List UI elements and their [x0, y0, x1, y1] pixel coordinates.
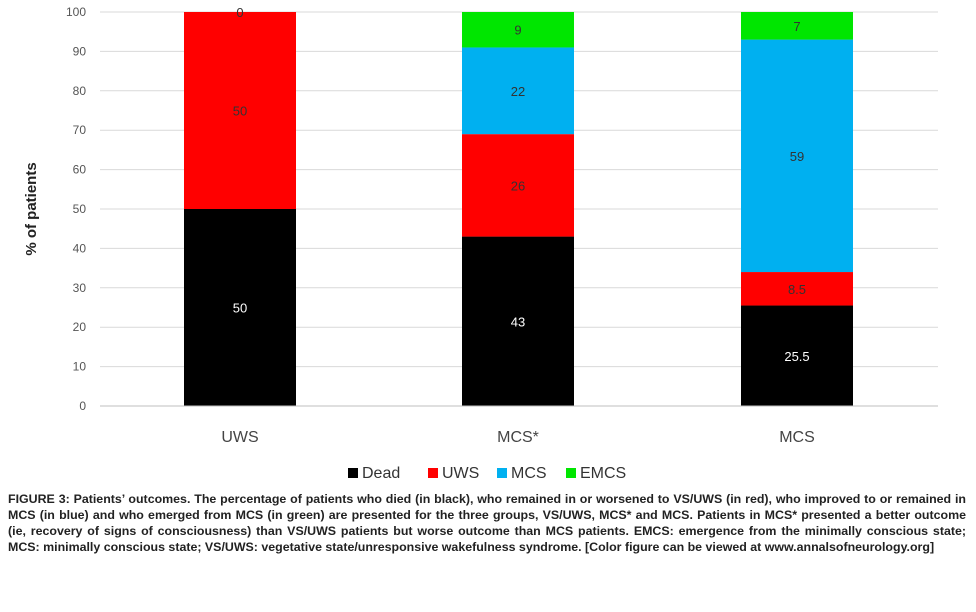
data-label: 25.5 [784, 349, 809, 364]
x-tick-label: UWS [221, 429, 258, 446]
legend-swatch-uws [428, 468, 438, 478]
data-label: 43 [511, 314, 525, 329]
y-tick-label: 100 [66, 5, 86, 19]
data-label: 8.5 [788, 282, 806, 297]
data-label: 26 [511, 178, 525, 193]
bar-segment-dead [741, 305, 853, 406]
y-tick-label: 70 [73, 123, 87, 137]
y-tick-label: 80 [73, 84, 87, 98]
legend-label-uws: UWS [442, 465, 479, 482]
figure-caption: FIGURE 3: Patients’ outcomes. The percen… [8, 492, 966, 554]
legend-swatch-emcs [566, 468, 576, 478]
y-tick-label: 0 [79, 399, 86, 413]
bar-segment-dead [184, 209, 296, 406]
bar-segment-uws [462, 134, 574, 237]
bar-segment-emcs [462, 12, 574, 48]
data-label: 0 [236, 5, 243, 20]
bar-segment-uws [184, 12, 296, 209]
legend-label-emcs: EMCS [580, 465, 626, 482]
y-tick-label: 30 [73, 281, 87, 295]
legend-swatch-dead [348, 468, 358, 478]
bar-segment-emcs [741, 12, 853, 40]
data-label: 50 [233, 104, 247, 119]
bar-segment-mcs [462, 47, 574, 135]
data-label: 7 [793, 19, 800, 34]
bar-segment-dead [462, 236, 574, 406]
x-tick-label: MCS* [497, 429, 539, 446]
data-label: 9 [514, 23, 521, 38]
data-label: 59 [790, 149, 804, 164]
legend-swatch-mcs [497, 468, 507, 478]
data-label: 50 [233, 301, 247, 316]
y-tick-label: 40 [73, 241, 87, 255]
bar-segment-uws [741, 272, 853, 306]
bar-segment-mcs [741, 39, 853, 273]
y-tick-label: 60 [73, 163, 87, 177]
x-tick-label: MCS [779, 429, 815, 446]
legend-label-dead: Dead [362, 465, 400, 482]
y-tick-label: 10 [73, 360, 87, 374]
data-label: 22 [511, 84, 525, 99]
y-tick-label: 20 [73, 320, 87, 334]
y-tick-label: 50 [73, 202, 87, 216]
stacked-bar-chart: 0 10 20 30 40 50 60 70 80 90 100 % of patients 50 50 0… [23, 5, 938, 482]
y-tick-label: 90 [73, 44, 87, 58]
legend-label-mcs: MCS [511, 465, 547, 482]
y-axis-label: % of patients [23, 162, 40, 255]
